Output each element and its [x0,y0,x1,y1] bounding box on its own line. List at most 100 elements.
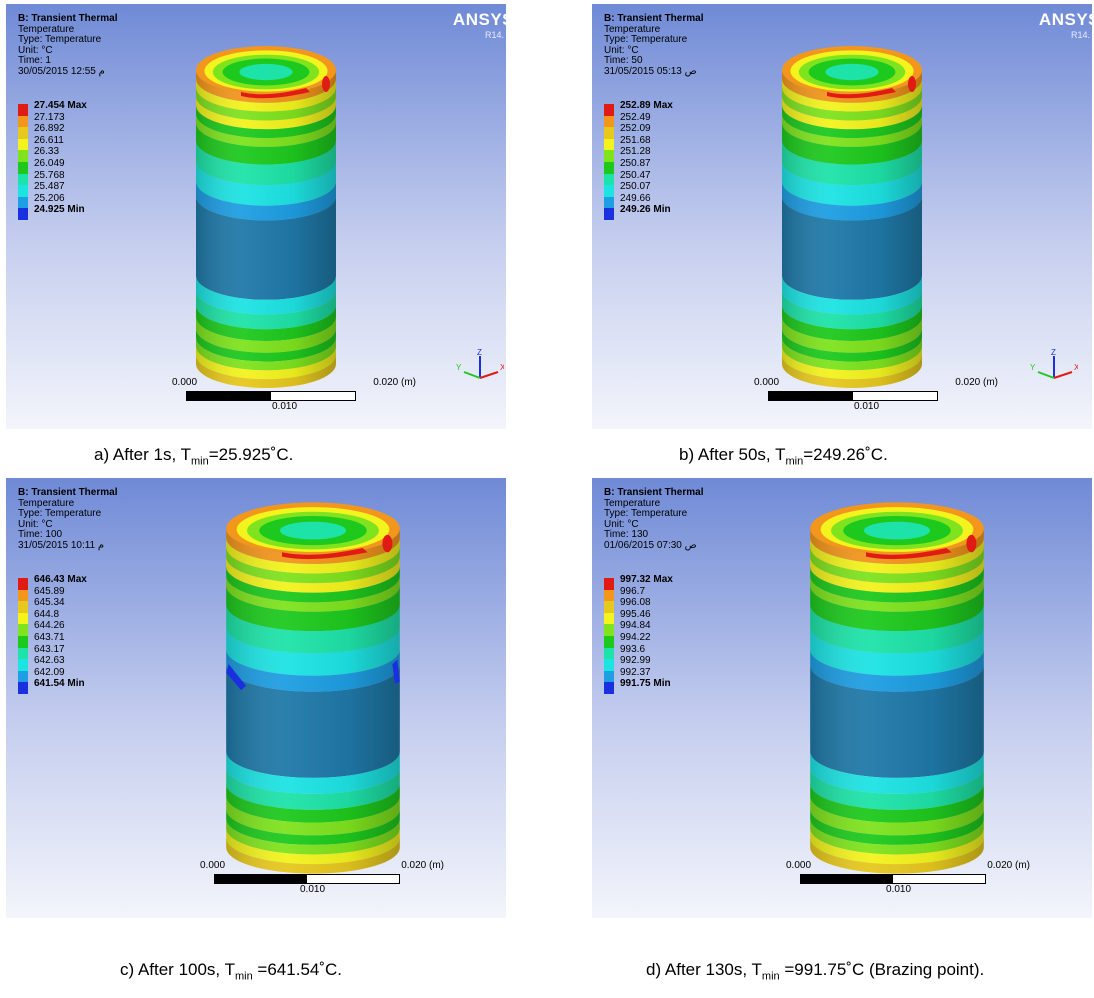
legend-swatch [18,659,28,671]
legend-label: 997.32 Max [620,574,673,585]
result-info: B: Transient Thermal Temperature Type: T… [604,487,704,551]
legend-swatch [18,612,28,625]
caption-a: a) After 1s, Tmin=25.925˚C. [94,445,294,468]
ansys-version: R14. [1070,30,1090,40]
result-type: Type: Temperature [604,34,688,45]
legend-label: 26.892 [34,123,65,135]
analysis-title: B: Transient Thermal [604,487,704,498]
result-info: B: Transient Thermal Temperature Type: T… [604,13,704,77]
result-time: Time: 50 [604,55,643,66]
axis-triad-icon: Z X Y [1030,348,1078,379]
scale-bar-fill [187,392,271,400]
legend-swatch [604,127,614,139]
cylinder-top [196,46,336,99]
legend-swatch [604,185,614,197]
scale-end: 0.020 (m) [987,860,1030,871]
scale-bar-track [768,391,938,401]
legend-label: 644.8 [34,608,60,620]
legend-label: 643.71 [34,631,65,643]
legend-label: 26.049 [34,157,65,169]
scale-bar: 0.000 0.020 (m) 0.010 [172,377,416,412]
hot-spot [908,76,916,92]
ansys-version: R14. [484,30,504,40]
result-time: Time: 1 [18,55,51,66]
legend-swatch [18,127,28,139]
result-time: Time: 100 [18,529,63,540]
result-date: 30/05/2015 12:55 م [18,65,105,77]
result-unit: Unit: °C [18,44,53,56]
result-panel-c: B: Transient Thermal Temperature Type: T… [6,478,506,918]
legend-swatch [604,173,614,186]
result-name: Temperature [604,23,661,35]
legend-swatch [604,115,614,128]
axis-triad-icon: Z X Y [456,348,504,379]
result-date: 01/06/2015 07:30 ص [604,539,697,551]
legend-label: 994.84 [620,620,651,632]
result-name: Temperature [18,497,75,509]
legend-swatch [18,635,28,648]
legend-swatch [18,150,28,162]
scale-bar-track [186,391,356,401]
ansys-logo: ANSYS [452,10,506,29]
cylinder-side [782,70,922,388]
legend-swatch [604,670,614,683]
cylinder-top [810,502,984,560]
legend-label: 25.768 [34,169,65,181]
legend-swatch [18,104,28,116]
scale-end: 0.020 (m) [401,860,444,871]
legend-label: 27.173 [34,111,65,123]
legend-swatch [18,601,28,613]
scale-bar-fill [801,875,893,883]
hot-spot [282,547,368,560]
svg-text:Y: Y [456,363,462,372]
legend-swatch [604,589,614,602]
scale-bar-track [214,874,400,884]
result-info: B: Transient Thermal Temperature Type: T… [18,487,117,551]
legend-label: 992.99 [620,655,651,667]
scale-bar-track [800,874,986,884]
legend-swatch [18,578,28,590]
scale-end: 0.020 (m) [955,377,998,388]
cylinder-shading [226,528,400,874]
cylinder-top [782,46,922,99]
scale-bar-fill [215,875,307,883]
scale-mid: 0.010 [854,401,880,412]
result-panel-a: ANSYS R14. B: Transient Thermal Temperat… [6,4,506,429]
legend-swatch [18,161,28,174]
legend-label: 641.54 Min [34,678,85,690]
caption-b: b) After 50s, Tmin=249.26˚C. [679,445,888,468]
scale-start: 0.000 [172,377,198,388]
caption-c: c) After 100s, Tmin =641.54˚C. [120,960,343,983]
scale-start: 0.000 [786,860,812,871]
legend-label: 994.22 [620,631,651,643]
legend-swatch [18,647,28,660]
scale-mid: 0.010 [886,884,912,895]
cylinder-model [782,46,922,388]
legend-label: 250.87 [620,157,651,169]
cold-spot [392,659,400,684]
scale-start: 0.000 [200,860,226,871]
scale-bar-fill [769,392,853,400]
legend-label: 252.49 [620,111,651,123]
cylinder-side [226,528,400,874]
legend-label: 251.68 [620,134,651,146]
cylinder-shading [196,70,336,388]
result-unit: Unit: °C [604,518,639,530]
result-type: Type: Temperature [18,508,102,519]
hot-spot [866,547,952,560]
legend-label: 26.33 [34,146,60,158]
legend-swatch [604,682,614,694]
legend-swatch [18,196,28,209]
svg-text:Z: Z [477,348,482,357]
analysis-title: B: Transient Thermal [604,13,704,24]
cylinder-model [196,46,336,388]
result-info: B: Transient Thermal Temperature Type: T… [18,13,117,77]
legend-label: 25.487 [34,181,65,193]
svg-text:X: X [1074,363,1078,372]
cylinder-shading [782,70,922,388]
legend-label: 993.6 [620,643,646,655]
result-unit: Unit: °C [604,44,639,56]
legend-swatch [18,173,28,186]
scale-end: 0.020 (m) [373,377,416,388]
legend-swatch [604,161,614,174]
